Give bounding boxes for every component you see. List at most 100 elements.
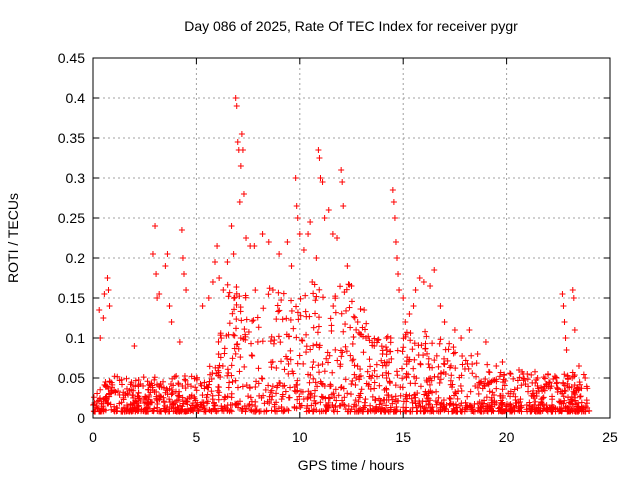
data-point xyxy=(219,363,226,370)
data-point xyxy=(191,395,198,402)
data-point xyxy=(180,400,187,407)
data-point xyxy=(291,403,298,410)
data-point xyxy=(278,396,285,403)
data-point xyxy=(108,384,115,391)
data-point xyxy=(437,336,444,343)
data-point xyxy=(402,393,409,400)
data-point xyxy=(237,335,244,342)
data-point xyxy=(457,382,464,389)
data-point xyxy=(417,360,424,367)
data-point xyxy=(380,406,387,413)
data-point xyxy=(474,407,481,414)
data-point xyxy=(313,255,320,261)
data-point xyxy=(294,387,301,394)
data-point xyxy=(254,314,261,321)
data-point xyxy=(360,349,367,356)
data-point xyxy=(521,375,528,382)
data-point xyxy=(283,315,290,322)
data-point xyxy=(142,399,149,406)
data-point xyxy=(233,325,240,332)
data-point xyxy=(149,387,156,394)
data-point xyxy=(410,365,417,372)
data-point xyxy=(199,404,206,411)
data-point xyxy=(475,390,482,397)
data-point xyxy=(454,408,461,415)
data-point xyxy=(564,408,571,415)
data-point xyxy=(554,379,561,386)
data-point xyxy=(278,297,285,304)
data-point xyxy=(440,401,447,408)
y-tick-label: 0.25 xyxy=(58,210,85,226)
data-point xyxy=(188,373,195,380)
data-point xyxy=(218,335,225,342)
data-point xyxy=(440,397,447,404)
data-point xyxy=(307,372,314,379)
data-point xyxy=(141,406,148,413)
data-point xyxy=(328,322,335,329)
data-point xyxy=(380,396,387,403)
data-point xyxy=(167,381,174,388)
data-point xyxy=(243,382,250,389)
data-point xyxy=(549,393,556,400)
data-point xyxy=(323,407,330,414)
data-point xyxy=(395,271,402,277)
data-point xyxy=(374,337,381,344)
data-point xyxy=(342,343,349,350)
data-point xyxy=(208,408,215,415)
data-point xyxy=(476,399,483,406)
data-point xyxy=(269,393,276,400)
data-point xyxy=(459,361,466,368)
data-point xyxy=(399,375,406,382)
data-point xyxy=(337,402,344,409)
data-point xyxy=(242,331,249,338)
data-point xyxy=(534,375,541,381)
data-point xyxy=(474,384,481,391)
data-point xyxy=(149,251,156,257)
data-point xyxy=(188,383,195,390)
data-point xyxy=(292,175,299,181)
data-point xyxy=(303,349,310,356)
data-point xyxy=(389,187,396,193)
data-point xyxy=(456,402,463,409)
data-point xyxy=(528,371,535,378)
data-point xyxy=(260,305,267,312)
data-point xyxy=(499,386,506,393)
data-point xyxy=(481,382,488,389)
data-point xyxy=(471,401,478,408)
data-point xyxy=(434,399,441,406)
data-point xyxy=(215,338,222,345)
data-point xyxy=(429,404,436,411)
data-point xyxy=(500,379,507,386)
data-point xyxy=(350,356,357,363)
data-point xyxy=(343,348,350,355)
data-point xyxy=(399,348,406,355)
data-point xyxy=(400,295,407,301)
data-point xyxy=(233,400,240,407)
data-point xyxy=(233,290,240,297)
data-point xyxy=(245,393,252,400)
data-point xyxy=(539,400,546,407)
y-tick-label: 0.05 xyxy=(58,370,85,386)
y-tick-label: 0.45 xyxy=(58,50,85,66)
data-point xyxy=(296,400,303,407)
data-point xyxy=(231,306,238,313)
data-point xyxy=(411,340,418,347)
data-point xyxy=(281,382,288,389)
data-point xyxy=(182,377,189,384)
data-point xyxy=(293,334,300,341)
data-point xyxy=(473,373,480,380)
data-point xyxy=(250,317,257,324)
data-point xyxy=(468,408,475,415)
data-point xyxy=(154,404,161,411)
data-point xyxy=(535,385,542,392)
data-point xyxy=(334,357,341,364)
data-point xyxy=(557,405,564,412)
data-point xyxy=(369,372,376,379)
data-point xyxy=(90,394,97,401)
data-point xyxy=(561,397,568,404)
data-point xyxy=(201,385,208,392)
data-point xyxy=(242,292,249,299)
data-point xyxy=(388,393,395,400)
data-point xyxy=(123,375,130,382)
data-point xyxy=(539,395,546,402)
